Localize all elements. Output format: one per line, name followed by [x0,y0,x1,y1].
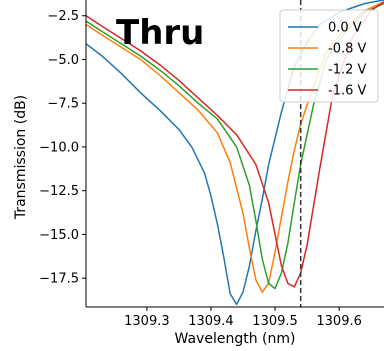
y-tick-label: −10.0 [39,140,79,155]
legend-label-1: -0.8 V [328,42,366,57]
y-tick-label: −5.0 [47,53,79,68]
legend-frame [279,9,379,103]
y-axis-label: Transmission (dB) [13,95,29,220]
legend-label-0: 0.0 V [328,21,362,36]
y-tick-label: −2.5 [47,9,79,24]
y-tick-label: −15.0 [39,228,79,243]
ticks-layer: 1309.3 1309.4 1309.5 1309.6 −2.5 −5.0 −7.5 −10.… [39,9,362,329]
axes-layer [85,0,384,308]
legend-label-3: -1.6 V [328,84,366,99]
legend-label-2: -1.2 V [328,63,366,78]
x-axis-label: Wavelength (nm) [175,331,296,347]
x-tick-label: 1309.3 [124,314,170,329]
y-tick-label: −17.5 [39,272,79,287]
series-line-3 [86,1,384,288]
x-tick-label: 1309.5 [252,314,298,329]
chart-title: Thru [116,13,204,53]
x-tick-label: 1309.4 [188,314,234,329]
x-tick-label: 1309.6 [316,314,362,329]
y-tick-label: −7.5 [47,97,79,112]
legend: 0.0 V -0.8 V -1.2 V -1.6 V [279,9,379,103]
y-tick-label: −12.5 [39,184,79,199]
